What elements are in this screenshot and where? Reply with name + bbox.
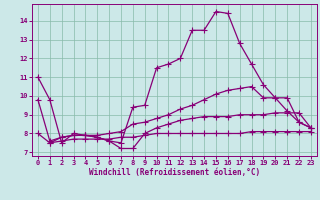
X-axis label: Windchill (Refroidissement éolien,°C): Windchill (Refroidissement éolien,°C)	[89, 168, 260, 177]
